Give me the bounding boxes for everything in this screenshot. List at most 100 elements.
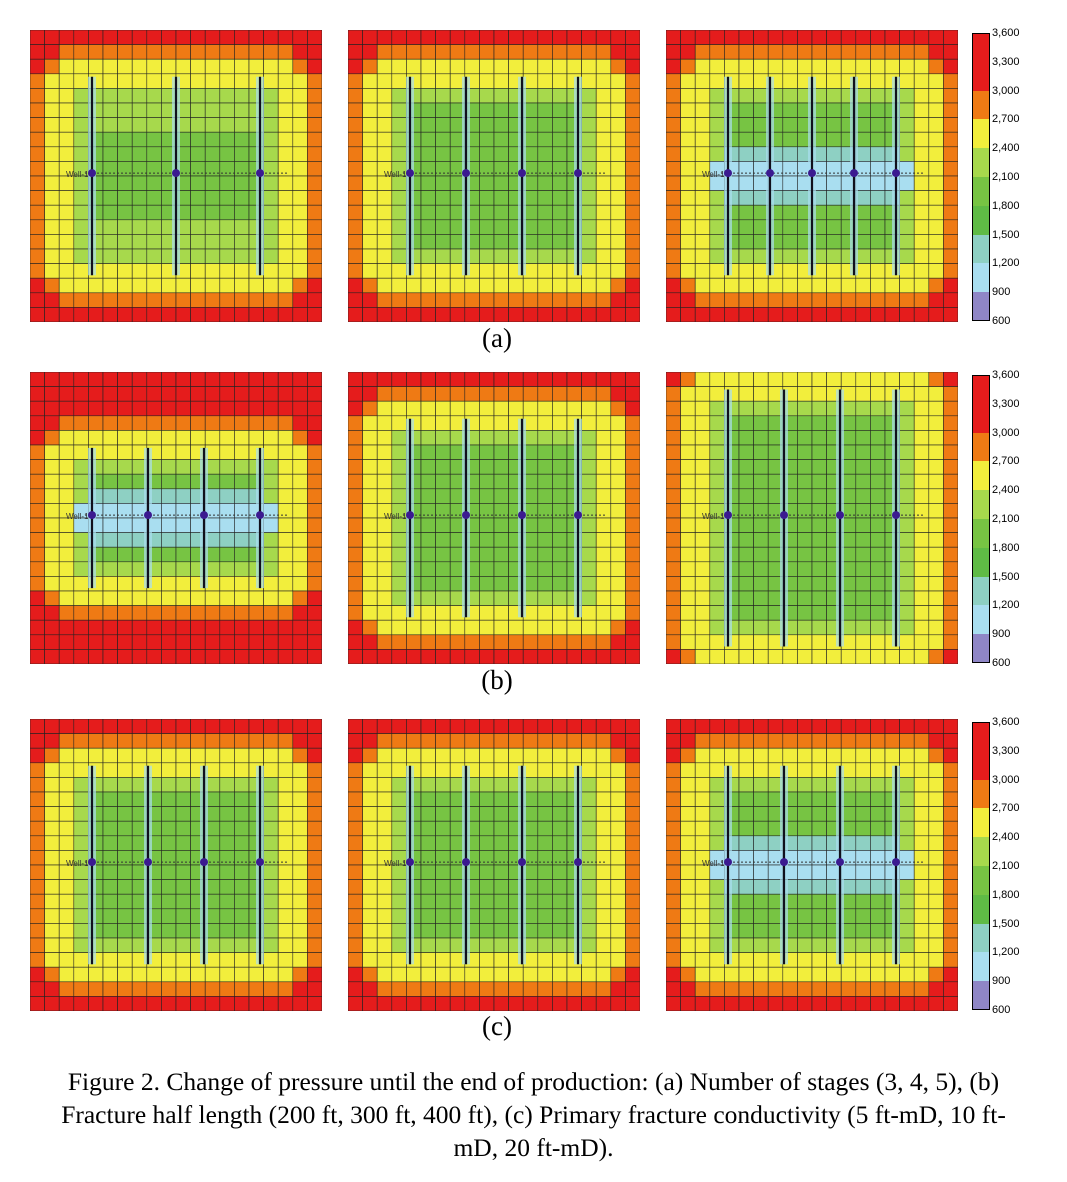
heatmap-cell	[263, 88, 279, 104]
heatmap-panel-a1: Well-1	[30, 30, 322, 322]
heatmap-cell	[117, 966, 133, 983]
heatmap-cell	[88, 58, 104, 75]
heatmap-cell	[292, 762, 308, 778]
heatmap-cell	[537, 248, 553, 264]
heatmap-cell	[595, 44, 612, 60]
heatmap-cell	[581, 996, 597, 1011]
heatmap-cell	[88, 649, 104, 664]
heatmap-cell	[738, 605, 754, 621]
heatmap-cell	[277, 459, 294, 475]
heatmap-cell	[248, 372, 264, 387]
heatmap-cell	[30, 131, 45, 148]
heatmap-cell	[552, 204, 568, 221]
heatmap-cell	[391, 488, 407, 504]
heatmap-cell	[391, 400, 407, 417]
heatmap-cell	[913, 561, 930, 577]
heatmap-cell	[362, 576, 378, 592]
heatmap-cell	[928, 248, 944, 264]
heatmap-cell	[131, 117, 148, 133]
heatmap-cell	[348, 219, 363, 235]
heatmap-cell	[420, 204, 436, 221]
heatmap-cell	[610, 88, 626, 104]
heatmap-cell	[581, 908, 597, 924]
heatmap-cell	[738, 893, 754, 910]
heatmap-cell	[102, 146, 118, 162]
heatmap-cell	[581, 175, 597, 191]
heatmap-cell	[102, 879, 118, 895]
heatmap-cell	[797, 733, 813, 749]
heatmap-cell	[479, 747, 495, 764]
heatmap-cell	[44, 30, 60, 45]
heatmap-cell	[30, 893, 45, 910]
heatmap-cell	[175, 517, 191, 533]
heatmap-cell	[58, 605, 75, 621]
colorbar-tick-label: 600	[992, 1004, 1011, 1016]
heatmap-cell	[666, 893, 681, 910]
heatmap-cell	[175, 590, 191, 606]
heatmap-cell	[348, 58, 363, 75]
heatmap-cell	[362, 966, 378, 983]
heatmap-cell	[348, 234, 363, 250]
heatmap-cell	[44, 820, 60, 837]
heatmap-cell	[797, 981, 813, 997]
colorbar-segment	[972, 576, 990, 606]
heatmap-cell	[391, 146, 407, 162]
heatmap-cell	[263, 473, 279, 490]
heatmap-cell	[724, 996, 740, 1011]
heatmap-cell	[913, 879, 930, 895]
heatmap-cell	[464, 719, 480, 734]
heatmap-cell	[840, 30, 857, 45]
heatmap-cell	[362, 835, 378, 851]
heatmap-cell	[522, 44, 539, 60]
heatmap-cell	[694, 234, 711, 250]
heatmap-cell	[537, 73, 553, 89]
heatmap-cell	[680, 952, 696, 968]
heatmap-cell	[391, 430, 407, 446]
heatmap-cell	[870, 605, 886, 621]
heatmap-cell	[44, 777, 60, 793]
heatmap-cell	[348, 131, 363, 148]
heatmap-cell	[219, 204, 235, 221]
heatmap-cell	[307, 719, 322, 734]
fracture-well-intersection	[518, 858, 526, 867]
heatmap-cell	[348, 937, 363, 953]
heatmap-cell	[581, 806, 597, 822]
heatmap-cell	[680, 532, 696, 548]
heatmap-cell	[566, 619, 582, 636]
heatmap-cell	[840, 372, 857, 387]
heatmap-cell	[348, 473, 363, 490]
heatmap-cell	[625, 503, 640, 519]
heatmap-cell	[307, 966, 322, 983]
heatmap-cell	[680, 30, 696, 45]
heatmap-cell	[767, 719, 784, 734]
heatmap-cell	[406, 966, 422, 983]
heatmap-cell	[435, 966, 451, 983]
heatmap-cell	[899, 73, 915, 89]
heatmap-cell	[666, 532, 681, 548]
heatmap-cell	[58, 996, 75, 1011]
heatmap-cell	[73, 879, 89, 895]
heatmap-cell	[102, 835, 118, 851]
heatmap-cell	[88, 719, 104, 734]
heatmap-cell	[581, 835, 597, 851]
heatmap-cell	[44, 190, 60, 206]
heatmap-cell	[826, 747, 842, 764]
heatmap-cell	[581, 605, 597, 621]
heatmap-cell	[552, 835, 568, 851]
heatmap-cell	[263, 966, 279, 983]
heatmap-cell	[435, 503, 451, 519]
heatmap-cell	[493, 102, 509, 118]
heatmap-cell	[913, 161, 930, 177]
heatmap-cell	[146, 219, 162, 235]
heatmap-cell	[190, 747, 206, 764]
heatmap-cell	[30, 820, 45, 837]
heatmap-cell	[928, 590, 944, 606]
heatmap-cell	[767, 292, 784, 308]
heatmap-cell	[928, 292, 944, 308]
heatmap-cell	[680, 400, 696, 417]
heatmap-cell	[376, 430, 393, 446]
heatmap-cell	[307, 190, 322, 206]
heatmap-cell	[899, 459, 915, 475]
heatmap-cell	[493, 234, 509, 250]
heatmap-cell	[435, 649, 451, 664]
